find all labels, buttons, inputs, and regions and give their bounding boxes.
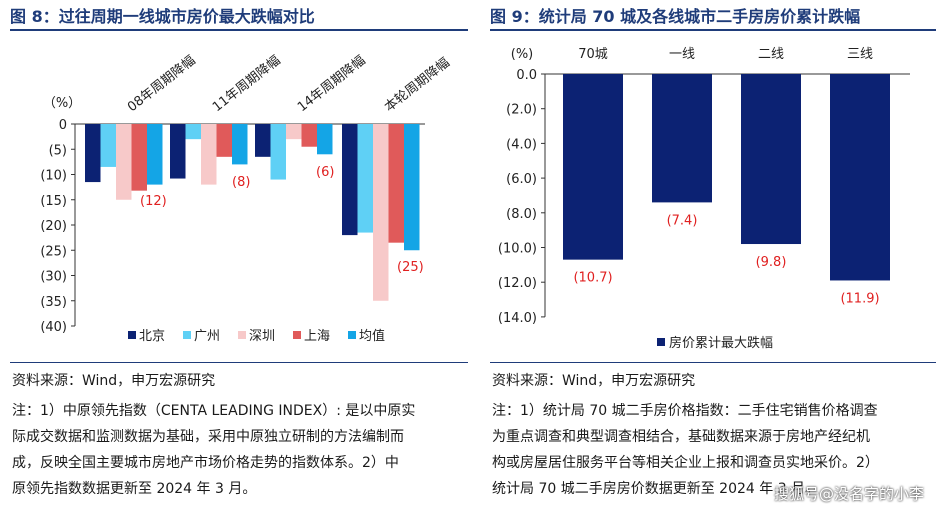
bar: [741, 74, 801, 245]
legend-swatch: [183, 331, 191, 339]
x-category-label: 70城: [578, 47, 608, 62]
bar: [563, 74, 623, 260]
bar: [85, 124, 101, 183]
bar: [201, 124, 217, 185]
x-category-label: 08年周期降幅: [125, 53, 198, 115]
legend-label: 广州: [194, 329, 220, 344]
bar: [357, 124, 373, 233]
legend-label: 房价累计最大跌幅: [669, 335, 773, 351]
bar: [185, 124, 201, 140]
legend-swatch: [238, 331, 246, 339]
legend-swatch: [348, 331, 356, 339]
x-category-label: 二线: [758, 47, 784, 62]
bar: [216, 124, 232, 157]
y-axis-label: （%）: [43, 96, 81, 111]
y-tick-label: (15): [40, 194, 67, 209]
bar: [232, 124, 248, 165]
data-label: (12): [140, 194, 167, 209]
right-source-rule: [490, 362, 936, 363]
data-label: (25): [397, 260, 424, 275]
x-category-label: 本轮周期降幅: [382, 55, 453, 115]
bar: [388, 124, 404, 243]
bar: [652, 74, 712, 203]
bar: [270, 124, 286, 180]
y-tick-label: (12.0): [498, 276, 537, 291]
right-note-line: 注：1）统计局 70 城二手房价格指数：二手住宅销售价格调查: [492, 403, 878, 419]
legend-swatch: [128, 331, 136, 339]
left-note-line: 际成交数据和监测数据为基础，采用中原独立研制的方法编制而: [12, 429, 404, 445]
bar: [116, 124, 132, 200]
right-note-line: 统计局 70 城二手房房价数据更新至 2024 年 3 月。: [492, 481, 820, 497]
right-bar-chart: 0.0 (2.0) (4.0) (6.0) (8.0) (10.0) (12.0) (14.0…: [498, 47, 910, 351]
left-note-line: 注：1）中原领先指数（CENTA LEADING INDEX）: 是以中原实: [12, 403, 416, 419]
y-tick-label: (4.0): [506, 137, 537, 152]
left-note-line: 原领先指数数据更新至 2024 年 3 月。: [12, 481, 257, 497]
bar: [147, 124, 163, 185]
bar: [131, 124, 147, 191]
data-label: (10.7): [573, 271, 612, 286]
data-label: (8): [232, 175, 250, 190]
data-label: (6): [316, 165, 334, 180]
y-tick-label: (25): [40, 244, 67, 259]
data-label: (7.4): [667, 213, 698, 228]
y-tick-label: (6.0): [506, 172, 537, 187]
bar: [100, 124, 116, 167]
y-tick-label: (20): [40, 219, 67, 234]
legend-swatch: [293, 331, 301, 339]
y-tick-label: (10.0): [498, 242, 537, 257]
data-label: (11.9): [840, 291, 879, 306]
legend-label: 均值: [359, 328, 385, 344]
y-tick-label: (30): [40, 270, 67, 285]
legend-swatch: [657, 338, 665, 346]
watermark: 搜狐号@没名字的小李: [773, 485, 924, 503]
legend-label: 上海: [304, 329, 330, 344]
bar: [286, 124, 302, 140]
left-note: 注：1）中原领先指数（CENTA LEADING INDEX）: 是以中原实 际…: [12, 398, 415, 502]
bar: [404, 124, 420, 251]
x-category-label: 三线: [847, 47, 873, 62]
left-bar-chart: 0 (5) (10) (15) (20) (25) (30) (35) (40) （%） 08年周期…: [40, 53, 453, 344]
y-tick-label: 0.0: [516, 68, 537, 83]
left-panel: 图 8：过往周期一线城市房价最大跌幅对比 0 (5) (10) (15) (20) (25…: [0, 0, 472, 512]
left-title-rule: [10, 29, 468, 31]
left-source: 资料来源：Wind，申万宏源研究: [12, 373, 216, 389]
x-category-label: 11年周期降幅: [210, 53, 283, 115]
right-title-rule: [490, 29, 936, 31]
y-tick-label: (14.0): [498, 311, 537, 326]
right-note-line: 构或房屋居住服务平台等相关企业上报和调查员实地采价。2）: [492, 455, 879, 471]
bar: [342, 124, 358, 236]
bar: [255, 124, 271, 157]
y-tick-label: (2.0): [506, 103, 537, 118]
y-tick-label: (35): [40, 295, 67, 310]
x-category-label: 一线: [669, 47, 695, 62]
right-note-line: 为重点调查和典型调查相结合，基础数据来源于房地产经纪机: [492, 429, 870, 445]
left-source-rule: [10, 362, 468, 363]
bar: [373, 124, 389, 301]
y-tick-label: (10): [40, 169, 67, 184]
bar: [317, 124, 333, 155]
y-tick-label: (8.0): [506, 207, 537, 222]
right-panel: 图 9：统计局 70 城及各线城市二手房房价累计跌幅 0.0 (2.0) (4.0)…: [480, 0, 946, 512]
right-source: 资料来源：Wind，申万宏源研究: [492, 373, 696, 389]
legend-label: 深圳: [249, 329, 275, 344]
x-category-label: 14年周期降幅: [295, 53, 368, 115]
right-title: 图 9：统计局 70 城及各线城市二手房房价累计跌幅: [490, 7, 861, 26]
legend-label: 北京: [139, 329, 165, 344]
y-axis-label: (%): [511, 47, 534, 62]
left-note-line: 成，反映全国主要城市房地产市场价格走势的指数体系。2）中: [12, 455, 399, 471]
bar: [830, 74, 890, 281]
left-title: 图 8：过往周期一线城市房价最大跌幅对比: [10, 7, 315, 26]
y-tick-label: (5): [49, 143, 67, 158]
y-tick-label: 0: [59, 118, 67, 133]
bar: [301, 124, 317, 147]
bar: [170, 124, 186, 179]
y-tick-label: (40): [40, 320, 67, 335]
data-label: (9.8): [756, 255, 787, 270]
right-note: 注：1）统计局 70 城二手房价格指数：二手住宅销售价格调查 为重点调查和典型调…: [492, 398, 879, 502]
